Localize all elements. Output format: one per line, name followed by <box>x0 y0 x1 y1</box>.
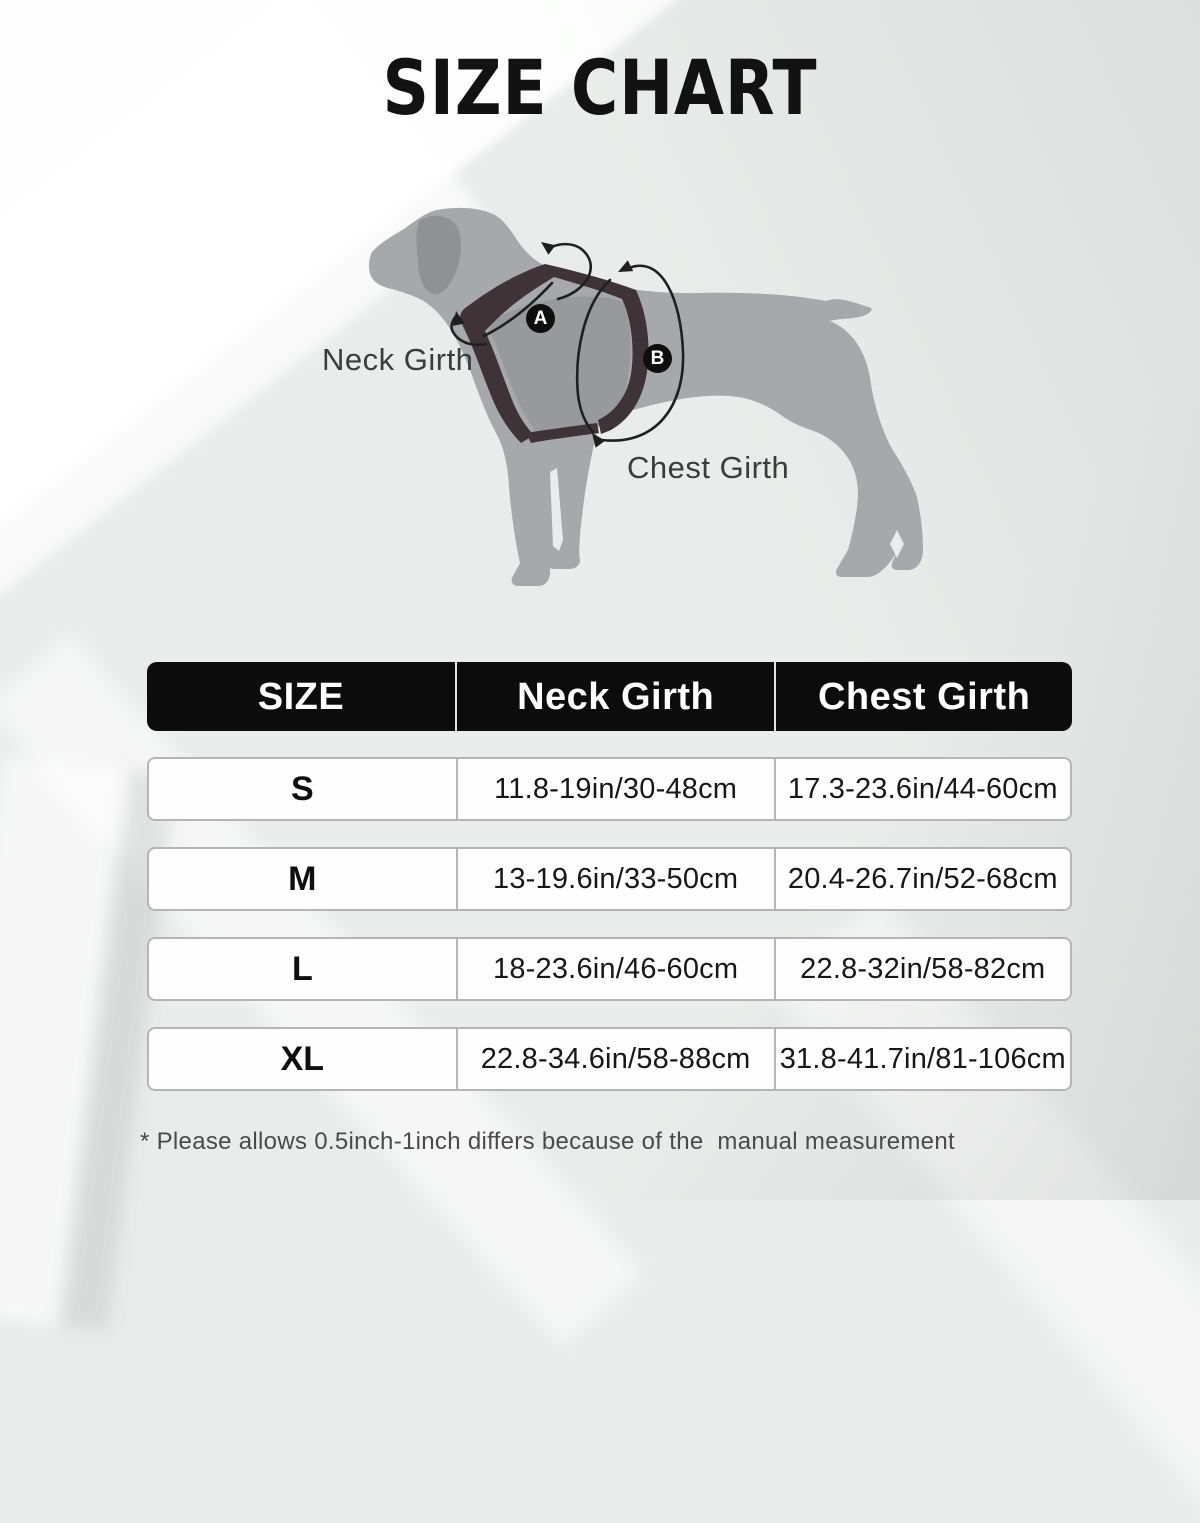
chest-girth-arc <box>600 264 685 442</box>
neck-girth-value: 18-23.6in/46-60cm <box>455 939 774 999</box>
header-neck-girth: Neck Girth <box>455 662 774 731</box>
size-table: SIZE Neck Girth Chest Girth S 11.8-19in/… <box>147 662 1072 1091</box>
chest-girth-value: 31.8-41.7in/81-106cm <box>773 1029 1070 1089</box>
neck-girth-value: 13-19.6in/33-50cm <box>455 849 774 909</box>
table-header-row: SIZE Neck Girth Chest Girth <box>147 662 1072 731</box>
table-row: M 13-19.6in/33-50cm 20.4-26.7in/52-68cm <box>147 847 1072 911</box>
harness-window <box>488 296 631 433</box>
chest-girth-arrowhead <box>592 433 606 448</box>
size-value: M <box>288 860 317 898</box>
table-row: XL 22.8-34.6in/58-88cm 31.8-41.7in/81-10… <box>147 1027 1072 1091</box>
neck-girth-value: 11.8-19in/30-48cm <box>455 759 774 819</box>
header-size: SIZE <box>257 675 345 718</box>
marker-a-badge: A <box>526 304 555 333</box>
chest-girth-arrowhead <box>618 260 634 272</box>
neck-girth-arrowhead <box>452 311 465 326</box>
neck-girth-arc <box>550 242 592 301</box>
header-chest-girth: Chest Girth <box>774 662 1072 731</box>
marker-a-label: A <box>533 308 548 329</box>
chest-girth-value: 17.3-23.6in/44-60cm <box>773 759 1070 819</box>
dog-harness-diagram <box>369 207 923 587</box>
dog-ear <box>416 215 462 295</box>
neck-girth-label: Neck Girth <box>322 342 474 377</box>
light-streak <box>0 754 124 1326</box>
marker-b-label: B <box>650 348 665 369</box>
chest-girth-label: Chest Girth <box>627 450 790 485</box>
belly-strap <box>526 423 599 443</box>
table-row: S 11.8-19in/30-48cm 17.3-23.6in/44-60cm <box>147 757 1072 821</box>
size-value: S <box>291 770 314 808</box>
chest-girth-line <box>575 278 612 434</box>
neck-girth-line <box>482 281 554 338</box>
size-value: XL <box>280 1040 325 1078</box>
front-leg-gap <box>550 468 563 551</box>
chest-girth-value: 22.8-32in/58-82cm <box>773 939 1070 999</box>
chest-girth-value: 20.4-26.7in/52-68cm <box>773 849 1070 909</box>
hind-leg-gap <box>890 530 904 558</box>
neck-girth-value: 22.8-34.6in/58-88cm <box>455 1029 774 1089</box>
neck-girth-arc <box>450 314 488 347</box>
neck-girth-arrowhead <box>541 242 556 255</box>
page-title: SIZE CHART <box>382 43 818 132</box>
harness-straps <box>460 264 649 443</box>
table-row: L 18-23.6in/46-60cm 22.8-32in/58-82cm <box>147 937 1072 1001</box>
marker-b-badge: B <box>643 344 672 373</box>
measurement-disclaimer: * Please allows 0.5inch-1inch differs be… <box>140 1128 955 1155</box>
size-value: L <box>291 950 313 988</box>
